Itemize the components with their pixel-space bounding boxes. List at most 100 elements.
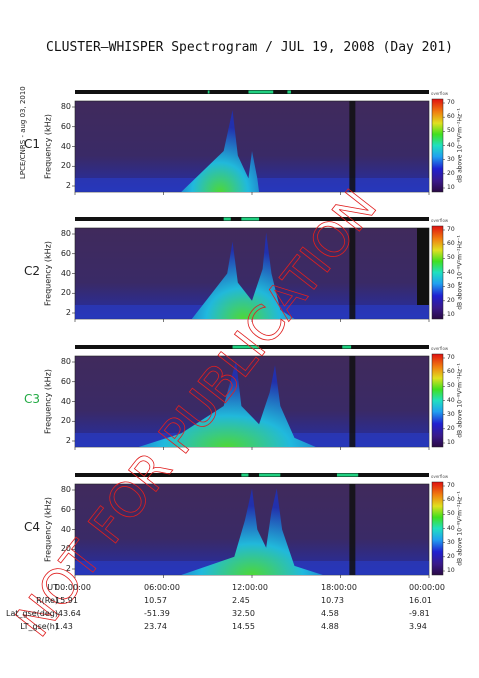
ephemeris-value: 2.45 <box>232 596 250 605</box>
colorbar-title: dB above 10⁻⁸V²m⁻²Hz⁻¹ <box>456 107 464 183</box>
ephemeris-value: 10.57 <box>144 596 167 605</box>
panel-c1 <box>72 90 445 195</box>
ephemeris-value: 4.88 <box>321 622 339 631</box>
y-tick-label: 20 <box>60 288 71 298</box>
ephemeris-value: 06:00:00 <box>144 583 180 592</box>
colorbar-header: overflow <box>431 474 449 479</box>
y-tick-label: 60 <box>60 121 71 131</box>
colorbar-tick-label: 60 <box>447 113 455 121</box>
colorbar-tick-label: 70 <box>447 354 455 361</box>
event-bar <box>75 473 429 477</box>
ephemeris-row-label: R(Re) <box>36 596 58 605</box>
y-tick-label: 2 <box>65 436 71 445</box>
colorbar <box>431 98 444 193</box>
ephemeris-row-label: LT_gse(h) <box>20 622 58 631</box>
colorbar-tick-label: 10 <box>447 184 455 191</box>
colorbar-tick-label: 60 <box>447 496 455 504</box>
ephemeris-value: 32.50 <box>232 609 255 618</box>
colorbar-title: dB above 10⁻⁸V²m⁻²Hz⁻¹ <box>456 490 464 566</box>
y-tick-label: 80 <box>60 485 71 494</box>
spacecraft-label: C1 <box>24 136 41 151</box>
y-tick-label: 60 <box>60 248 71 258</box>
colorbar-tick-label: 40 <box>447 141 455 149</box>
y-tick-label: 2 <box>65 564 71 573</box>
panel-c2 <box>72 217 445 322</box>
colorbar-tick-label: 50 <box>447 382 455 390</box>
colorbar-tick-label: 30 <box>447 155 455 163</box>
colorbar-tick-label: 20 <box>447 169 455 177</box>
colorbar-tick-label: 30 <box>447 282 455 290</box>
event-marker <box>259 473 281 477</box>
y-tick-label: 60 <box>60 504 71 514</box>
y-tick-label: 20 <box>60 544 71 554</box>
event-marker <box>342 345 352 349</box>
ephemeris-value: 1.43 <box>55 622 73 631</box>
emission-spike <box>181 488 323 575</box>
y-axis-label: Frequency (kHz) <box>43 113 53 179</box>
colorbar-tick-label: 40 <box>447 268 455 276</box>
spacecraft-label: C4 <box>24 519 41 534</box>
y-tick-label: 20 <box>60 416 71 426</box>
y-tick-label: 80 <box>60 102 71 111</box>
colorbar-tick-label: 50 <box>447 510 455 518</box>
colorbar-tick-label: 50 <box>447 127 455 135</box>
colorbar-tick-label: 10 <box>447 567 455 574</box>
spacecraft-label: C2 <box>24 263 41 278</box>
data-gap <box>349 484 356 575</box>
colorbar-tick-label: 10 <box>447 439 455 446</box>
y-tick-label: 80 <box>60 357 71 366</box>
colorbar-title: dB above 10⁻⁸V²m⁻²Hz⁻¹ <box>456 362 464 438</box>
chart-title: CLUSTER–WHISPER Spectrogram / JUL 19, 20… <box>46 40 453 55</box>
emission-spike <box>181 110 260 192</box>
y-tick-label: 60 <box>60 376 71 386</box>
colorbar-tick-label: 50 <box>447 254 455 262</box>
colorbar-tick-label: 40 <box>447 524 455 532</box>
ephemeris-value: 18:00:00 <box>321 583 357 592</box>
colorbar-header: overflow <box>431 218 449 223</box>
panel-c4 <box>72 473 445 578</box>
colorbar-header: overflow <box>431 346 449 351</box>
y-axis-label: Frequency (kHz) <box>43 240 53 306</box>
data-gap <box>417 228 429 305</box>
colorbar-tick-label: 70 <box>447 99 455 106</box>
ephemeris-row-label: Lat_gse(deg) <box>6 609 58 618</box>
event-marker <box>287 90 291 94</box>
y-tick-label: 40 <box>60 141 71 151</box>
panel-c3 <box>72 345 445 450</box>
event-marker <box>241 217 260 221</box>
ephemeris-value: 00:00:00 <box>409 583 445 592</box>
colorbar <box>431 353 444 448</box>
colorbar <box>431 225 444 320</box>
colorbar-tick-label: 30 <box>447 410 455 418</box>
ephemeris-value: 14.55 <box>232 622 255 631</box>
colorbar-header: overflow <box>431 91 449 96</box>
y-tick-label: 40 <box>60 396 71 406</box>
ephemeris-value: 12:00:00 <box>232 583 268 592</box>
data-gap <box>349 356 356 447</box>
event-marker <box>207 90 210 94</box>
event-marker <box>248 90 274 94</box>
emission-spike <box>191 232 295 319</box>
ephemeris-value: 00:00:00 <box>55 583 91 592</box>
y-tick-label: 20 <box>60 161 71 171</box>
colorbar-tick-label: 20 <box>447 552 455 560</box>
ephemeris-value: 10.73 <box>321 596 344 605</box>
colorbar <box>431 481 444 576</box>
spacecraft-label: C3 <box>24 391 41 406</box>
colorbar-tick-label: 30 <box>447 538 455 546</box>
y-tick-label: 40 <box>60 268 71 278</box>
event-marker <box>241 473 249 477</box>
colorbar-tick-label: 40 <box>447 396 455 404</box>
colorbar-tick-label: 10 <box>447 311 455 318</box>
ephemeris-row-label: UT <box>47 583 58 592</box>
colorbar-tick-label: 20 <box>447 424 455 432</box>
ephemeris-value: -51.39 <box>144 609 170 618</box>
y-axis-label: Frequency (kHz) <box>43 496 53 562</box>
colorbar-tick-label: 70 <box>447 226 455 233</box>
y-tick-label: 40 <box>60 524 71 534</box>
y-tick-label: 80 <box>60 229 71 238</box>
y-axis-label: Frequency (kHz) <box>43 368 53 434</box>
colorbar-tick-label: 60 <box>447 240 455 248</box>
y-tick-label: 2 <box>65 181 71 190</box>
